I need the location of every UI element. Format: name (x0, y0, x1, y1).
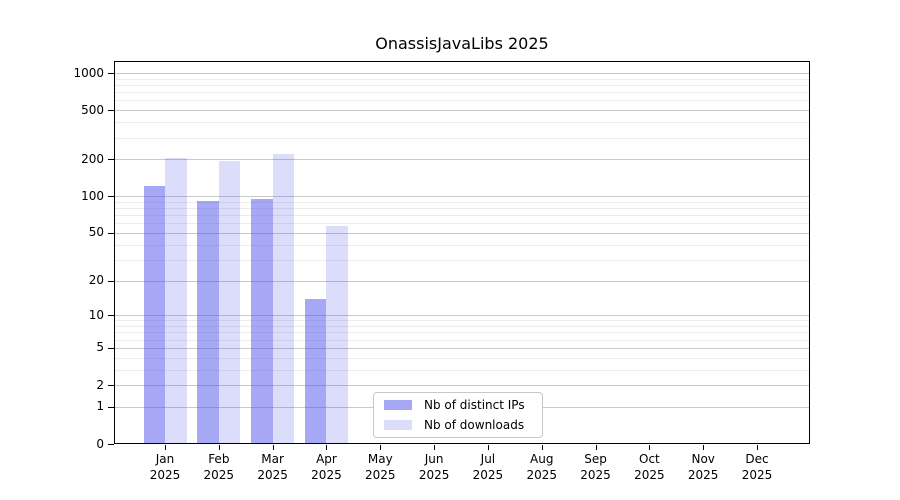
x-tick-label-may: May 2025 (364, 452, 396, 482)
x-tick-label-jul: Jul 2025 (472, 452, 504, 482)
legend-label-downloads: Nb of downloads (424, 417, 525, 432)
x-tick-mark-may (380, 445, 382, 450)
bar-downloads-mar (272, 153, 295, 444)
x-tick-label-sep: Sep 2025 (580, 452, 611, 482)
y-tick-label-200: 200 (81, 151, 104, 166)
legend: Nb of distinct IPs Nb of downloads (373, 392, 543, 438)
gridline-minor-30 (114, 259, 810, 261)
gridline-minor-6 (114, 339, 810, 341)
gridline-minor-90 (114, 201, 810, 203)
gridline-minor-60 (114, 223, 810, 225)
gridline-major-10 (114, 315, 810, 317)
gridline-major-200 (114, 159, 810, 161)
y-tick-label-5: 5 (96, 340, 104, 355)
gridline-major-20 (114, 280, 810, 282)
gridline-major-1000 (114, 73, 810, 74)
x-tick-mark-feb (218, 445, 220, 450)
gridline-major-500 (114, 110, 810, 112)
bar-downloads-feb (218, 161, 241, 444)
x-tick-mark-nov (703, 445, 705, 450)
x-tick-label-feb: Feb 2025 (203, 452, 235, 482)
y-tick-label-0: 0 (96, 436, 104, 451)
x-tick-mark-jul (487, 445, 489, 450)
gridline-major-50 (114, 232, 810, 234)
y-tick-mark-20 (108, 280, 114, 282)
y-tick-mark-10 (108, 315, 114, 317)
gridline-minor-400 (114, 122, 810, 124)
y-tick-label-100: 100 (81, 188, 104, 203)
y-tick-label-50: 50 (88, 225, 104, 240)
x-tick-label-nov: Nov 2025 (687, 452, 719, 482)
y-tick-label-2: 2 (96, 377, 104, 392)
legend-swatch-distinct-ips (384, 400, 412, 411)
gridline-minor-700 (114, 92, 810, 94)
y-tick-mark-500 (108, 110, 114, 112)
gridline-major-2 (114, 385, 810, 386)
x-tick-mark-sep (595, 445, 597, 450)
x-tick-mark-jun (434, 445, 436, 450)
gridline-minor-900 (114, 78, 810, 80)
x-tick-label-mar: Mar 2025 (257, 452, 288, 482)
gridline-minor-300 (114, 137, 810, 139)
gridline-minor-9 (114, 320, 810, 322)
legend-swatch-downloads (384, 419, 412, 430)
y-tick-label-1: 1 (96, 399, 104, 414)
gridline-minor-3 (114, 369, 810, 371)
x-tick-label-jan: Jan 2025 (149, 452, 181, 482)
bar-distinct-ips-mar (251, 199, 273, 444)
bar-layer (114, 61, 810, 444)
x-tick-mark-apr (326, 445, 328, 450)
legend-entry-downloads: Nb of downloads (384, 418, 542, 432)
bar-distinct-ips-jan (143, 186, 165, 444)
x-tick-mark-aug (541, 445, 543, 450)
bar-downloads-jan (165, 157, 187, 444)
bar-distinct-ips-apr (304, 298, 327, 444)
y-tick-mark-1 (108, 406, 114, 408)
gridline-minor-70 (114, 215, 810, 217)
legend-label-distinct-ips: Nb of distinct IPs (424, 398, 525, 413)
y-tick-mark-100 (108, 196, 114, 198)
gridline-major-5 (114, 347, 810, 349)
y-tick-mark-0 (108, 444, 114, 445)
gridline-minor-80 (114, 208, 810, 210)
chart-title: OnassisJavaLibs 2025 (375, 34, 549, 53)
gridline-minor-600 (114, 100, 810, 102)
x-tick-mark-jan (165, 445, 166, 450)
y-tick-label-10: 10 (88, 307, 104, 322)
gridline-minor-800 (114, 84, 810, 86)
gridline-minor-7 (114, 332, 810, 334)
gridline-minor-40 (114, 244, 810, 246)
x-tick-label-apr: Apr 2025 (311, 452, 342, 482)
y-tick-mark-1000 (108, 73, 114, 74)
gridline-minor-4 (114, 357, 810, 359)
bar-downloads-apr (326, 225, 348, 444)
y-tick-mark-50 (108, 232, 114, 234)
gridline-minor-8 (114, 326, 810, 327)
legend-entry-distinct-ips: Nb of distinct IPs (384, 398, 542, 412)
x-tick-label-aug: Aug 2025 (526, 452, 557, 482)
plot-area (114, 61, 810, 444)
x-tick-label-oct: Oct 2025 (634, 452, 665, 482)
gridline-major-100 (114, 196, 810, 198)
y-tick-mark-2 (108, 385, 114, 386)
y-tick-label-20: 20 (88, 273, 104, 287)
x-tick-label-dec: Dec 2025 (741, 452, 773, 482)
y-tick-mark-5 (108, 347, 114, 349)
x-tick-label-jun: Jun 2025 (418, 452, 450, 482)
bar-distinct-ips-feb (197, 200, 219, 444)
y-tick-mark-200 (108, 159, 114, 161)
x-tick-mark-oct (649, 445, 651, 450)
x-tick-mark-mar (272, 445, 274, 450)
y-tick-label-500: 500 (81, 102, 104, 117)
x-tick-mark-dec (757, 445, 759, 450)
y-tick-label-1000: 1000 (73, 65, 104, 80)
